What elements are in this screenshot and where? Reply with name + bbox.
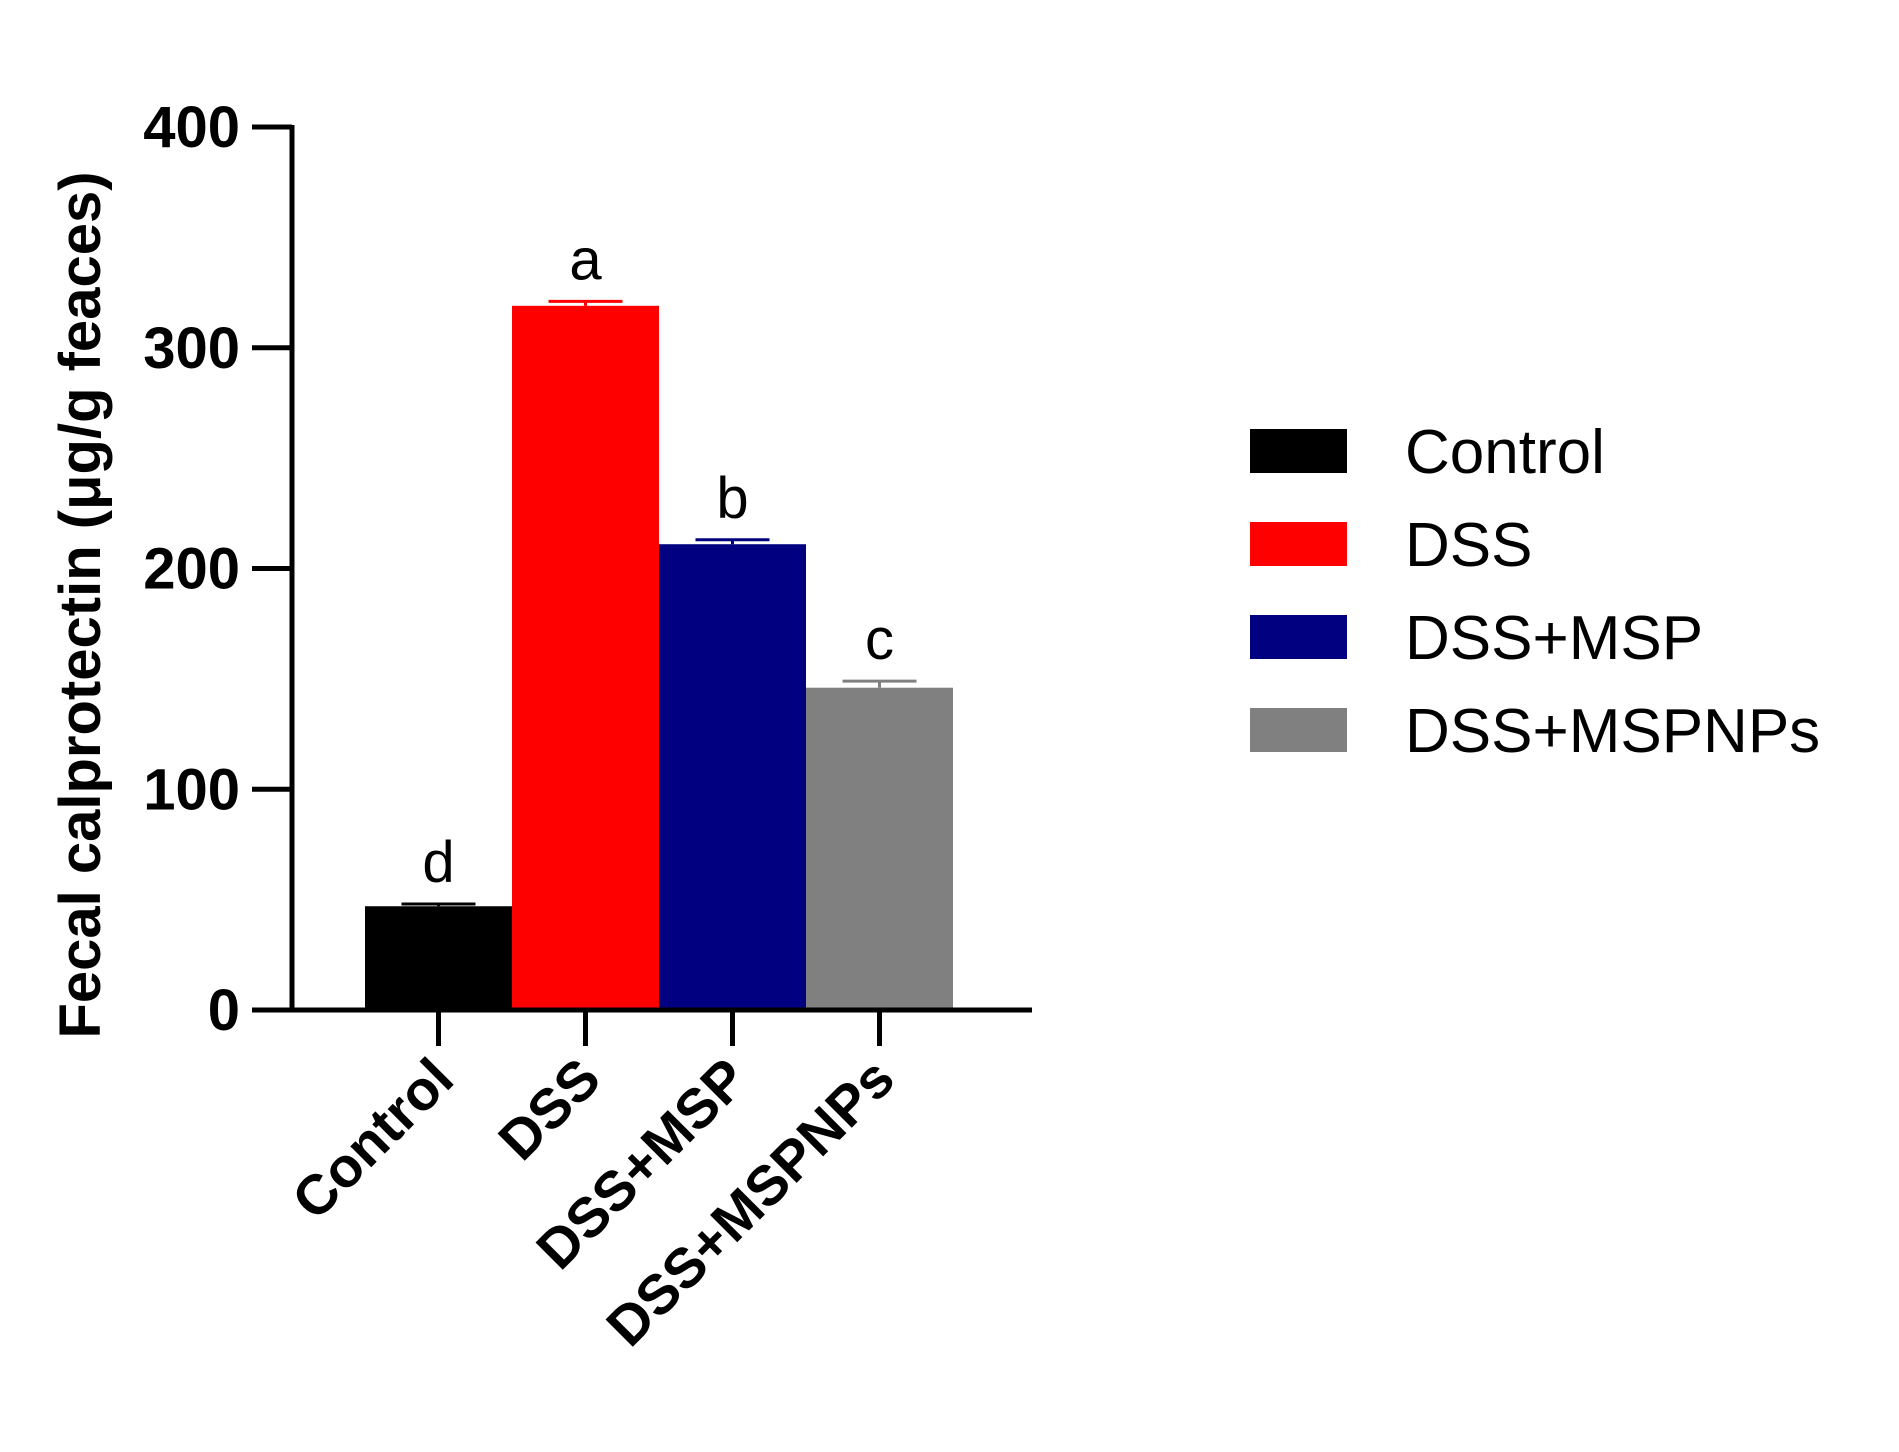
y-tick-label: 200 xyxy=(143,537,240,602)
x-tick-label: Control xyxy=(280,1046,465,1231)
legend-label: Control xyxy=(1405,418,1605,487)
legend-swatch xyxy=(1250,522,1347,566)
y-axis-label: Fecal calprotectin (μg/g feaces) xyxy=(48,171,113,1038)
y-tick-label: 400 xyxy=(143,95,240,160)
bar-dss-mspnps xyxy=(806,687,953,1010)
bars-layer xyxy=(365,305,953,1010)
bar-dss-msp xyxy=(659,544,806,1010)
y-ticks-layer: 0 100 200 300 400 xyxy=(143,95,292,1043)
x-tick-label: DSS xyxy=(486,1046,612,1172)
bar-control xyxy=(365,906,512,1010)
legend-label: DSS xyxy=(1405,511,1532,580)
significance-letters-layer: d a b c xyxy=(422,227,894,895)
bar-dss xyxy=(512,305,659,1010)
legend: Control DSS DSS+MSP DSS+MSPNPs xyxy=(1250,418,1820,766)
significance-letter: a xyxy=(569,227,602,292)
legend-swatch xyxy=(1250,429,1347,473)
y-tick-label: 100 xyxy=(143,757,240,822)
y-tick-label: 300 xyxy=(143,316,240,381)
significance-letter: c xyxy=(865,607,894,672)
legend-label: DSS+MSPNPs xyxy=(1405,697,1820,766)
significance-letter: d xyxy=(422,830,454,895)
legend-label: DSS+MSP xyxy=(1405,604,1703,673)
y-tick-label: 0 xyxy=(208,978,240,1043)
legend-swatch xyxy=(1250,615,1347,659)
significance-letter: b xyxy=(716,466,748,531)
error-bars-layer xyxy=(401,299,917,907)
legend-swatch xyxy=(1250,708,1347,752)
